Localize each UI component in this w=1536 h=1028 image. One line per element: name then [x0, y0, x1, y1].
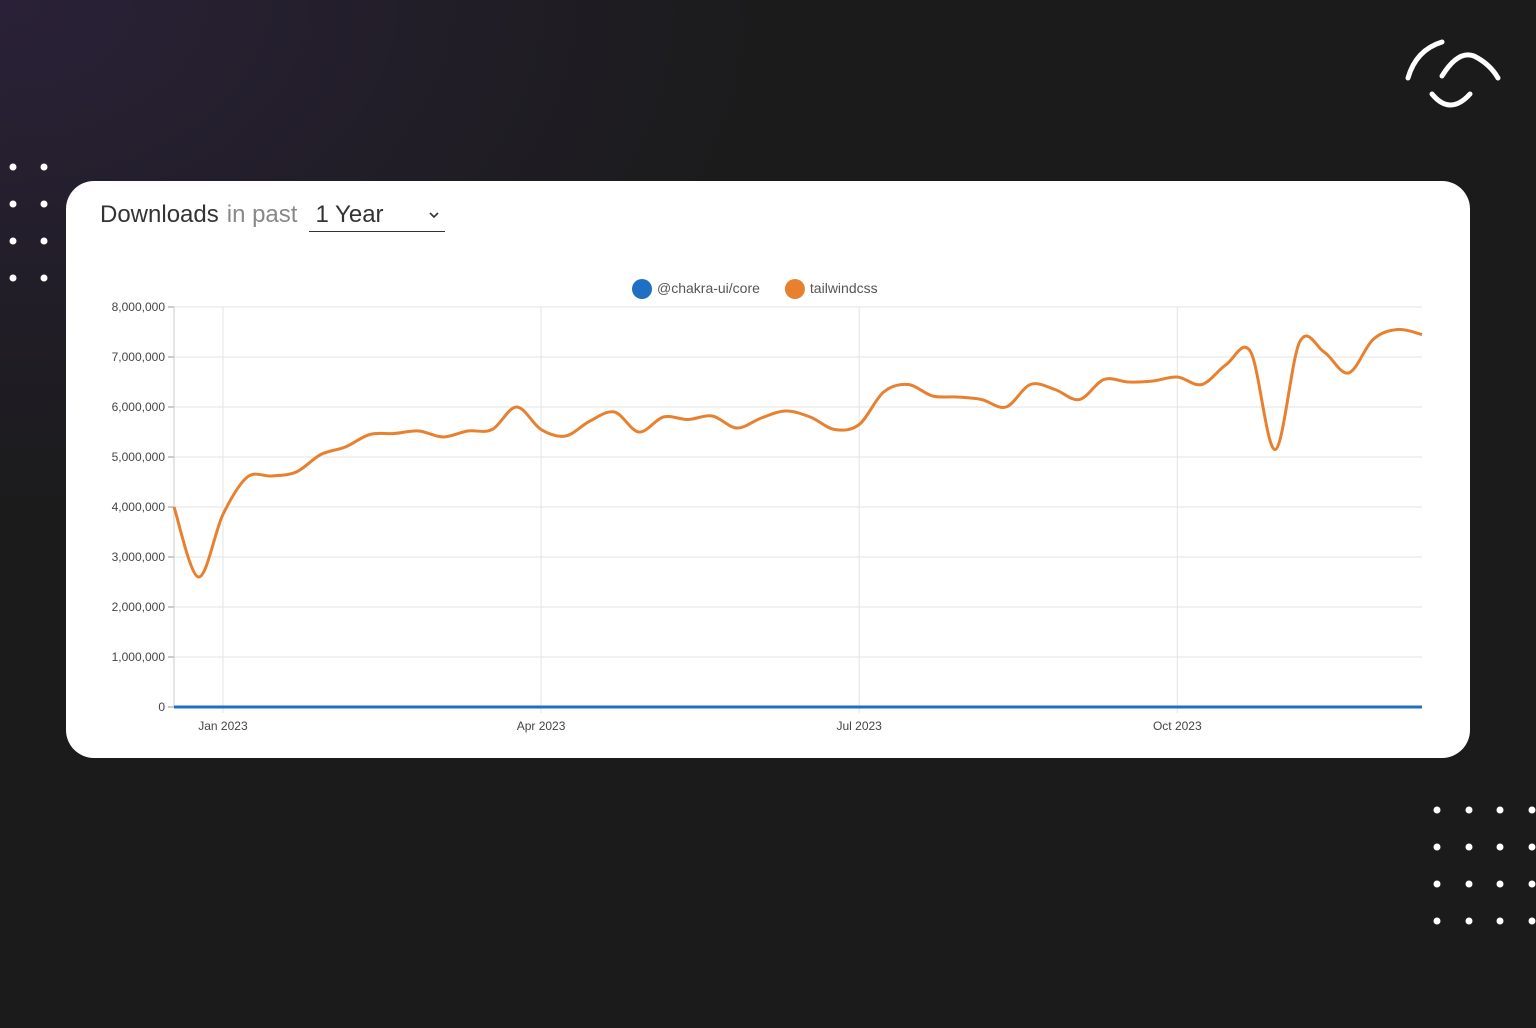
- y-tick-label: 2,000,000: [112, 600, 166, 614]
- dot-grid: [9, 163, 48, 282]
- legend-item: tailwindcss: [784, 279, 878, 299]
- y-tick-label: 7,000,000: [112, 350, 166, 364]
- y-tick-label: 6,000,000: [112, 400, 166, 414]
- x-tick-label: Jul 2023: [836, 719, 882, 733]
- legend: @chakra-ui/core tailwindcss: [632, 279, 878, 299]
- y-tick-label: 0: [158, 700, 165, 714]
- x-tick-label: Jan 2023: [198, 719, 248, 733]
- legend-swatch: [632, 279, 652, 299]
- header-subtitle: in past: [226, 201, 298, 228]
- legend-item: @chakra-ui/core: [632, 279, 760, 299]
- header-title: Downloads: [100, 201, 219, 228]
- chevron: [429, 212, 440, 218]
- legend-label: @chakra-ui/core: [657, 280, 760, 296]
- legend-swatch: [784, 279, 805, 299]
- card: Downloads in past 1 Year 0 1,000,000 2,000…: [66, 181, 1470, 758]
- y-tick-label: 1,000,000: [112, 650, 166, 664]
- x-tick-label: Apr 2023: [517, 719, 566, 733]
- chart: 0 1,000,000 2,000,000 3,000,000 4,000,000 5,0…: [112, 279, 1423, 733]
- legend-label: tailwindcss: [810, 280, 878, 296]
- x-tick-label: Oct 2023: [1153, 719, 1202, 733]
- header: Downloads in past 1 Year: [100, 201, 446, 232]
- y-tick-label: 5,000,000: [112, 450, 166, 464]
- y-tick-label: 8,000,000: [112, 300, 166, 314]
- series-line: [172, 327, 1423, 579]
- dot-grid: [1433, 806, 1536, 925]
- logo: [1405, 39, 1501, 108]
- y-tick-label: 4,000,000: [112, 500, 166, 514]
- range-dropdown[interactable]: 1 Year: [309, 201, 446, 232]
- y-tick-label: 3,000,000: [112, 550, 166, 564]
- range-value: 1 Year: [315, 201, 384, 228]
